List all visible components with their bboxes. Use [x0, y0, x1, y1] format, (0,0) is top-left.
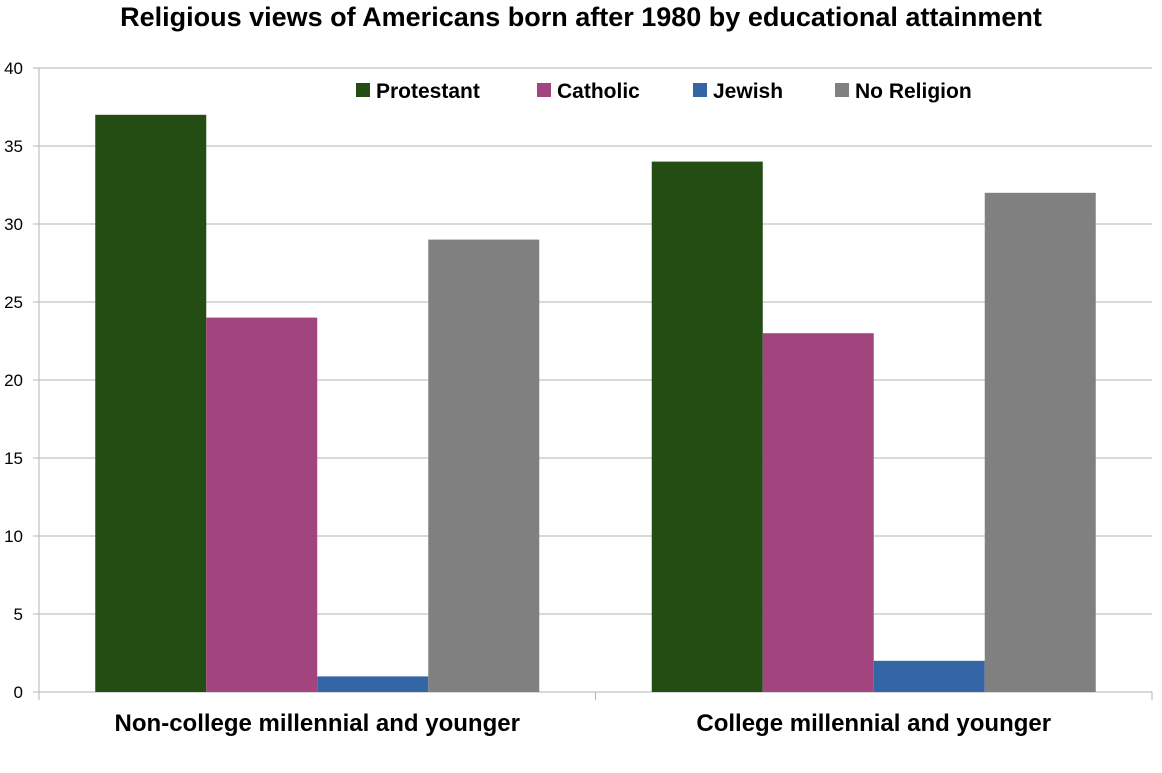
- bar-jewish: [873, 660, 985, 692]
- y-tick-label: 5: [14, 605, 23, 624]
- axis-labels: 0 5 10 15 20 25 30 35 40 Non-college millennial a…: [4, 59, 1051, 737]
- legend-swatch: [693, 83, 707, 97]
- legend-label: No Religion: [855, 80, 972, 103]
- y-tick-label: 25: [4, 293, 23, 312]
- legend-swatch: [537, 83, 551, 97]
- bar-protestant: [651, 161, 763, 693]
- legend-swatch: [835, 83, 849, 97]
- legend: Protestant Catholic Jewish No Religion: [356, 80, 972, 103]
- y-tick-label: 20: [4, 371, 23, 390]
- bar-no-religion: [984, 192, 1096, 693]
- x-category-label: College millennial and younger: [696, 710, 1051, 737]
- bar-catholic: [206, 317, 318, 692]
- y-tick-label: 0: [14, 683, 23, 702]
- chart-title: Religious views of Americans born after …: [120, 2, 1042, 32]
- y-tick-label: 10: [4, 527, 23, 546]
- legend-swatch: [356, 83, 370, 97]
- y-tick-label: 15: [4, 449, 23, 468]
- bar-catholic: [762, 333, 874, 692]
- bar-protestant: [95, 114, 207, 693]
- legend-label: Jewish: [713, 80, 783, 103]
- legend-label: Protestant: [376, 80, 480, 103]
- x-category-label: Non-college millennial and younger: [115, 710, 520, 737]
- bar-jewish: [317, 676, 429, 692]
- bar-no-religion: [428, 239, 540, 692]
- y-tick-label: 30: [4, 215, 23, 234]
- legend-label: Catholic: [557, 80, 640, 103]
- y-tick-label: 40: [4, 59, 23, 78]
- bars: [95, 114, 1096, 693]
- y-tick-label: 35: [4, 137, 23, 156]
